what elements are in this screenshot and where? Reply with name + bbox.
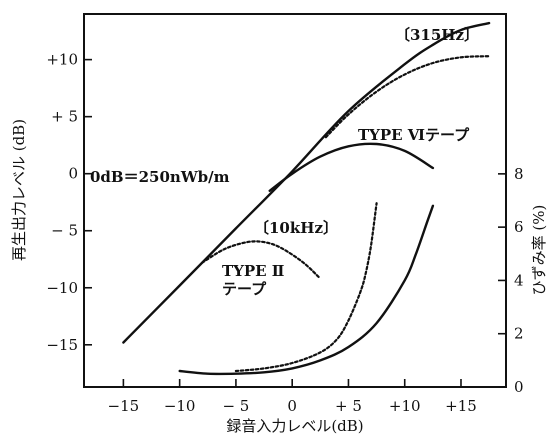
annotation-type2-line2: テープ: [222, 280, 267, 298]
x-axis-title: 録音入力レベル(dB): [226, 417, 363, 435]
y-left-tick-label: − 5: [51, 222, 78, 240]
annotation-315hz: 〔315Hz〕: [395, 26, 479, 44]
y-right-tick-label: 4: [514, 271, 524, 289]
annotation-10khz: 〔10kHz〕: [254, 219, 338, 237]
y-left-tick-label: −10: [46, 279, 78, 297]
y-left-tick-label: + 5: [51, 108, 78, 126]
series-line-1: [324, 55, 491, 139]
x-tick-label: + 5: [335, 397, 362, 415]
annotation-type6: TYPE Ⅵテープ: [358, 126, 470, 144]
x-tick-label: −15: [108, 397, 140, 415]
y-left-tick-label: +10: [46, 51, 78, 69]
y-right-tick-label: 6: [514, 218, 524, 236]
series-line-5: [234, 202, 378, 373]
plot-frame: [83, 13, 507, 388]
annotation-ref-level: 0dB＝250nWb/m: [90, 168, 230, 186]
y-right-axis-title: ひずみ率 (%): [530, 205, 548, 296]
y-right-tick-label: 0: [514, 378, 524, 396]
x-tick-label: 0: [287, 397, 297, 415]
x-tick-label: +15: [445, 397, 477, 415]
series-line-4: [178, 204, 435, 376]
x-tick-label: +10: [389, 397, 421, 415]
x-tick-label: − 5: [222, 397, 249, 415]
series-line-0: [122, 21, 491, 344]
y-left-axis-title: 再生出力レベル (dB): [10, 119, 28, 261]
y-left-tick-label: −15: [46, 336, 78, 354]
series-line-3: [201, 240, 322, 280]
y-left-tick-label: 0: [68, 165, 78, 183]
y-right-tick-label: 8: [514, 165, 524, 183]
y-right-tick-label: 2: [514, 325, 524, 343]
series-line-2: [268, 142, 435, 192]
x-tick-label: −10: [164, 397, 196, 415]
annotation-type2-line1: TYPE Ⅱ: [222, 262, 284, 280]
